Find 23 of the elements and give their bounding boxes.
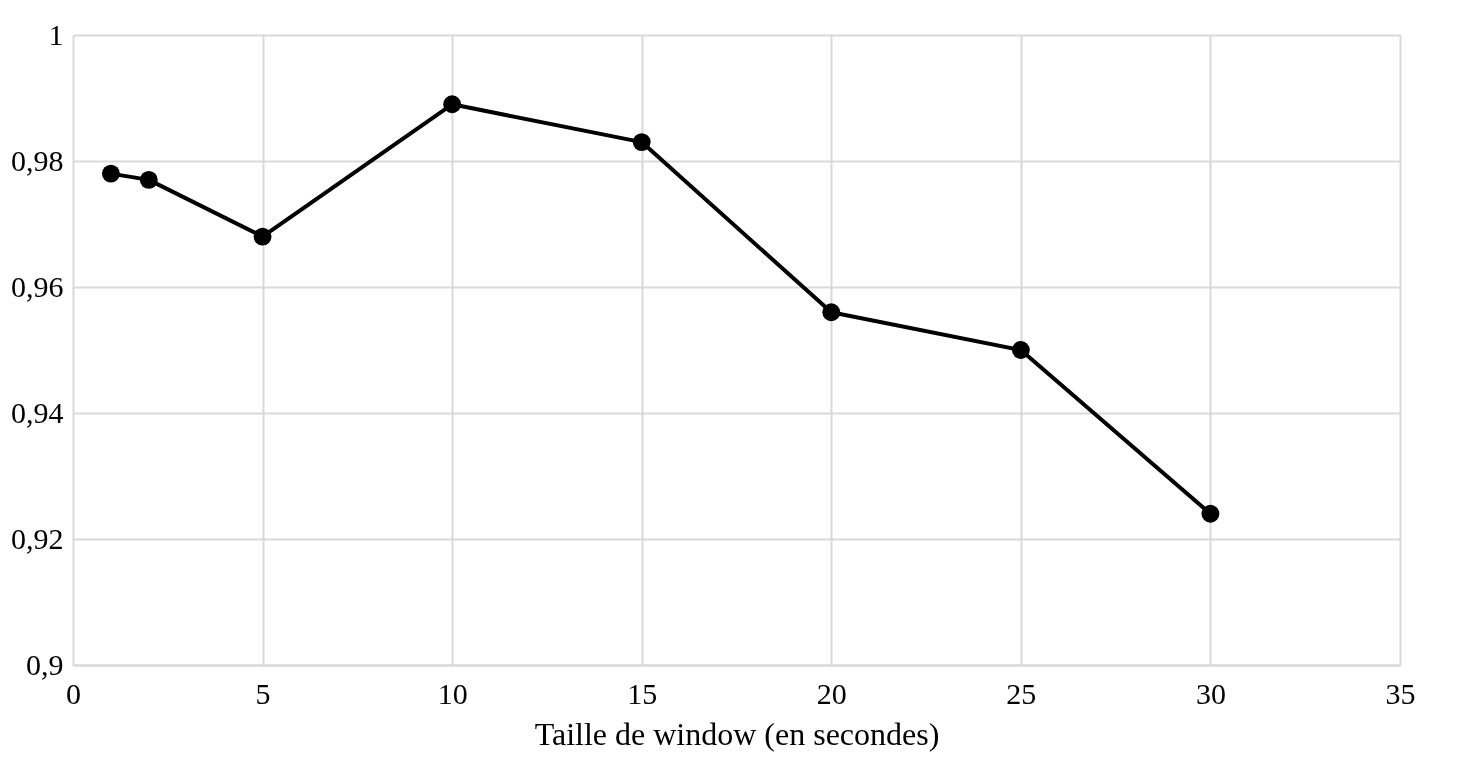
point xyxy=(1011,341,1030,359)
x-tick-label: 15 xyxy=(627,676,658,710)
x-tick-label: 30 xyxy=(1195,676,1226,710)
y-tick-label: 0,94 xyxy=(11,395,64,429)
x-axis-title: Taille de window (en secondes) xyxy=(534,715,940,752)
y-tick-label: 0,98 xyxy=(11,143,64,177)
y-tick-label: 0,96 xyxy=(11,269,64,303)
point xyxy=(101,164,120,183)
point xyxy=(1201,504,1220,523)
x-tick-label: 25 xyxy=(1006,676,1037,710)
y-tick-label: 1 xyxy=(48,17,64,51)
point xyxy=(632,133,651,152)
y-tick-label: 0,9 xyxy=(26,647,64,681)
x-tick-label: 20 xyxy=(816,676,847,710)
x-tick-label: 35 xyxy=(1385,676,1416,710)
x-tick-label: 5 xyxy=(255,676,271,710)
x-tick-label: 0 xyxy=(66,676,81,710)
point xyxy=(139,170,158,189)
point xyxy=(822,303,841,322)
y-tick-label: 0,92 xyxy=(11,521,64,555)
point xyxy=(443,95,462,114)
point xyxy=(253,227,272,246)
x-tick-label: 10 xyxy=(437,676,468,710)
